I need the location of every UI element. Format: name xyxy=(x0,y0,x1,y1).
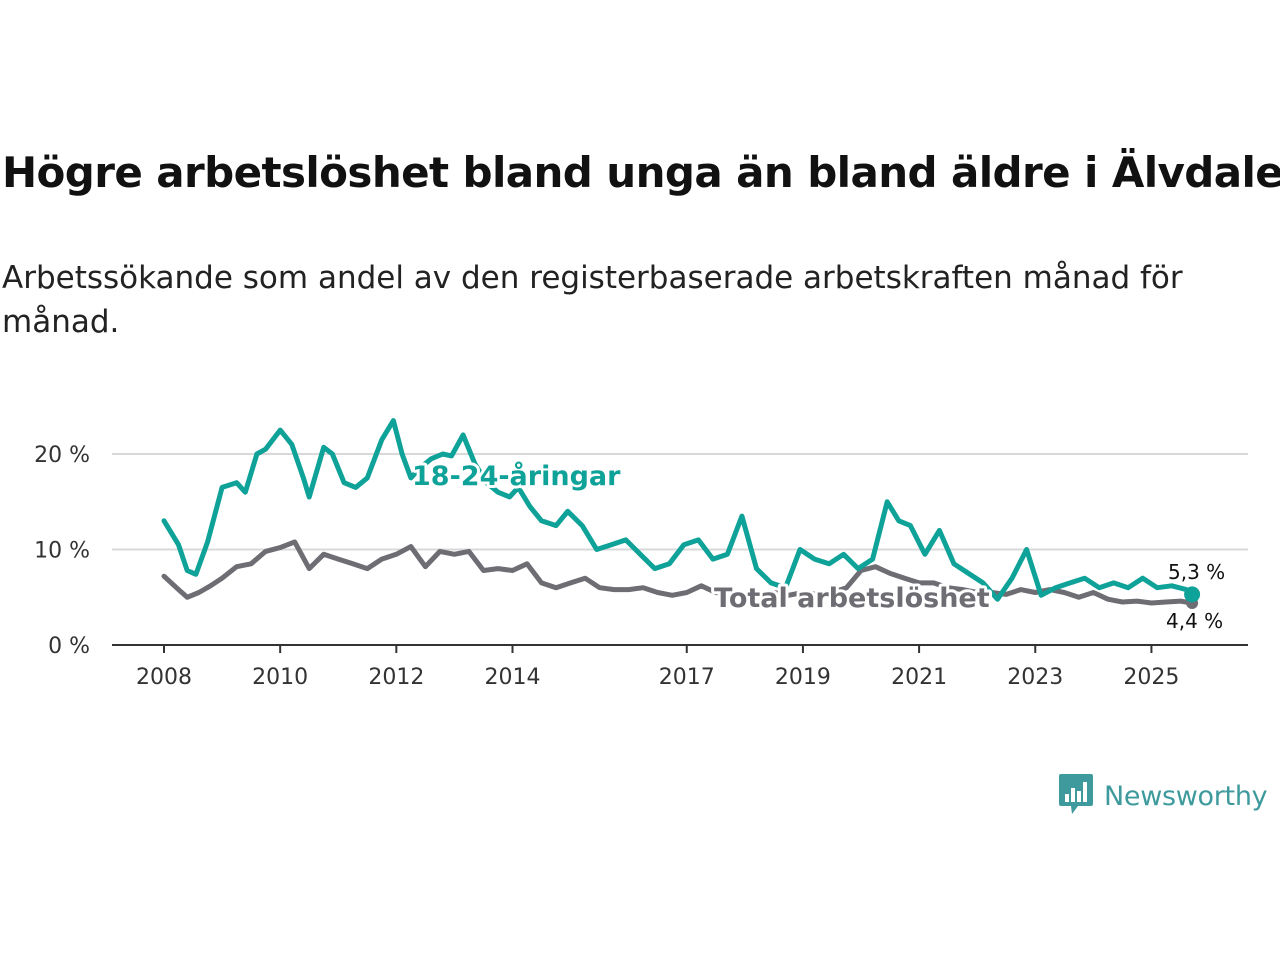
youth-end-point xyxy=(1184,586,1201,603)
x-tick-label: 2008 xyxy=(136,665,192,690)
newsworthy-logo-icon xyxy=(1058,772,1094,820)
x-tick-label: 2019 xyxy=(775,665,831,690)
brand-name: Newsworthy xyxy=(1104,780,1268,812)
x-tick-label: 2017 xyxy=(659,665,715,690)
youth-line xyxy=(161,418,1195,602)
youth-series-label: 18-24-åringar xyxy=(412,460,621,492)
total-line xyxy=(161,539,1195,606)
line-chart: 0 % 10 % 20 % 2008 2010 2012 2014 2017 2019 2021 2… xyxy=(34,418,1248,690)
y-tick-label: 10 % xyxy=(34,539,90,564)
gridlines xyxy=(112,453,1248,551)
chart-subtitle: Arbetssökande som andel av den registerb… xyxy=(2,260,1183,340)
x-tick-label: 2023 xyxy=(1007,665,1063,690)
x-tick-label: 2021 xyxy=(891,665,947,690)
axes: 0 % 10 % 20 % 2008 2010 2012 2014 2017 2019 2021 2… xyxy=(34,443,1248,690)
y-tick-label: 0 % xyxy=(48,634,90,659)
brand-logo: Newsworthy xyxy=(1058,772,1268,820)
x-tick-label: 2025 xyxy=(1123,665,1179,690)
x-tick-label: 2010 xyxy=(252,665,308,690)
x-tick-label: 2012 xyxy=(368,665,424,690)
total-end-label: 4,4 % xyxy=(1166,609,1223,633)
youth-end-label: 5,3 % xyxy=(1168,560,1225,584)
series-lines xyxy=(161,418,1201,609)
series-labels: 18-24-åringar Total arbetslöshet 5,3 % 4,4 … xyxy=(409,457,1225,633)
x-tick-label: 2014 xyxy=(485,665,541,690)
total-series-label: Total arbetslöshet xyxy=(714,583,990,614)
chart-title: Högre arbetslöshet bland unga än bland ä… xyxy=(2,148,1280,197)
y-tick-label: 20 % xyxy=(34,443,90,468)
